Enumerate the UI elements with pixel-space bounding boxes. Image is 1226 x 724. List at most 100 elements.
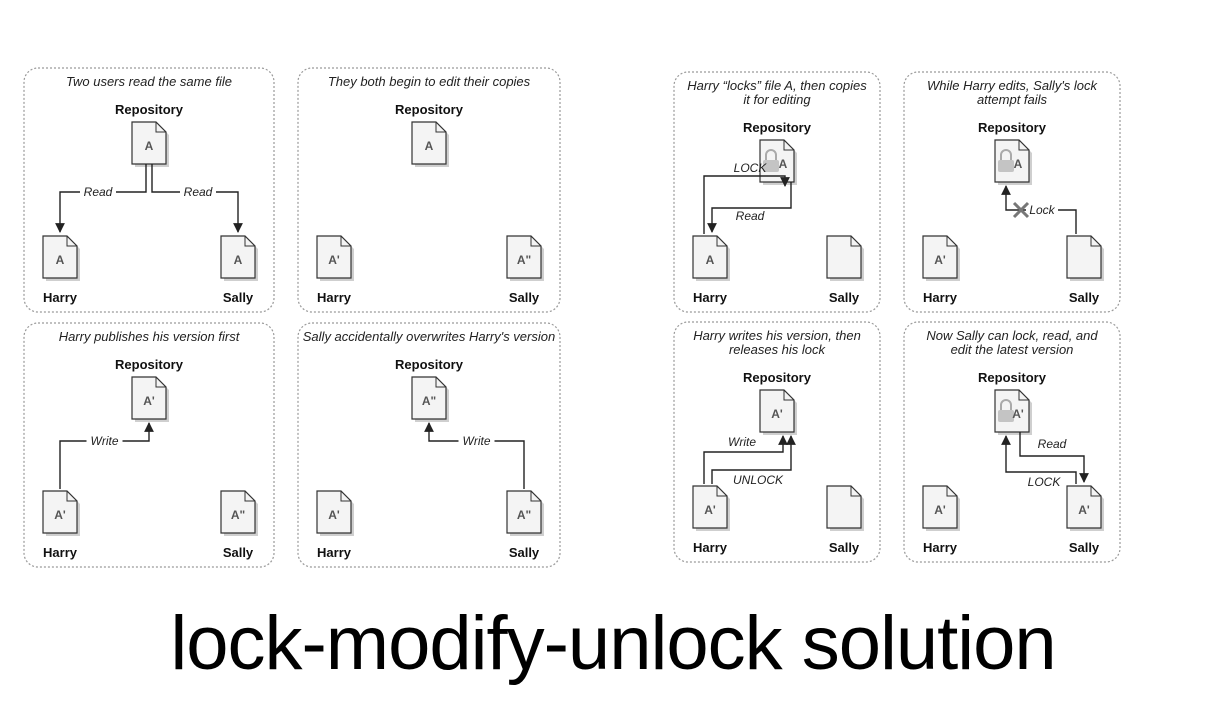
panel-caption: attempt fails <box>977 92 1048 107</box>
arrow-label: UNLOCK <box>733 473 784 487</box>
arrow-label: Write <box>91 434 119 448</box>
repository-document: A <box>994 139 1032 185</box>
panel-caption: Harry “locks” file A, then copies <box>687 78 867 93</box>
sally-label: Sally <box>829 540 860 555</box>
panel-caption: While Harry edits, Sally's lock <box>927 78 1099 93</box>
repository-label: Repository <box>743 370 812 385</box>
repository-label: Repository <box>743 120 812 135</box>
repository-label: Repository <box>395 102 464 117</box>
version-control-diagram: Two users read the same file Repository A A… <box>23 67 1121 568</box>
harry-document: A' <box>42 490 80 536</box>
sally-label: Sally <box>509 290 540 305</box>
repository-label: Repository <box>115 357 184 372</box>
arrow-label: Read <box>736 209 765 223</box>
arrow-label: Write <box>728 435 756 449</box>
harry-document: A' <box>922 485 960 531</box>
arrow-label: LOCK <box>1028 475 1062 489</box>
sally-document: A' <box>1066 485 1104 531</box>
panel-2: They both begin to edit their copies Repo… <box>297 67 561 313</box>
document-version-label: A <box>56 253 65 267</box>
repository-label: Repository <box>978 120 1047 135</box>
harry-label: Harry <box>43 545 78 560</box>
document-version-label: A' <box>934 503 946 517</box>
padlock-icon <box>763 149 779 172</box>
harry-label: Harry <box>317 545 352 560</box>
document-icon <box>826 235 862 279</box>
arrow-label: LOCK <box>734 161 768 175</box>
panel-caption: Harry publishes his version first <box>59 329 241 344</box>
document-icon <box>1066 235 1102 279</box>
document-version-label: A' <box>771 407 783 421</box>
arrow-label: Lock <box>1029 203 1055 217</box>
repository-label: Repository <box>395 357 464 372</box>
sally-document: A" <box>220 490 258 536</box>
x-mark-icon <box>1012 201 1030 219</box>
sally-label: Sally <box>1069 290 1100 305</box>
panel-caption: edit the latest version <box>951 342 1074 357</box>
panel-caption: Now Sally can lock, read, and <box>926 328 1098 343</box>
padlock-icon <box>998 399 1014 422</box>
panel-4: Sally accidentally overwrites Harry's ve… <box>297 322 561 568</box>
harry-document: A' <box>316 490 354 536</box>
document-version-label: A <box>706 253 715 267</box>
harry-label: Harry <box>923 290 958 305</box>
repository-document: A' <box>131 376 169 422</box>
document-version-label: A <box>1014 157 1023 171</box>
document-version-label: A <box>234 253 243 267</box>
document-version-label: A' <box>143 394 155 408</box>
sally-label: Sally <box>223 545 254 560</box>
arrow-label: Read <box>84 185 113 199</box>
sally-label: Sally <box>223 290 254 305</box>
document-version-label: A' <box>1078 503 1090 517</box>
sally-document: A" <box>506 235 544 281</box>
document-version-label: A <box>145 139 154 153</box>
document-version-label: A" <box>517 253 531 267</box>
sally-label: Sally <box>1069 540 1100 555</box>
sally-label: Sally <box>829 290 860 305</box>
repository-document: A" <box>411 376 449 422</box>
harry-label: Harry <box>317 290 352 305</box>
harry-document: A <box>692 235 730 281</box>
repository-document: A <box>759 139 797 185</box>
harry-document: A' <box>922 235 960 281</box>
document-version-label: A' <box>328 508 340 522</box>
document-version-label: A <box>425 139 434 153</box>
document-icon <box>826 485 862 529</box>
repository-label: Repository <box>978 370 1047 385</box>
panel-caption: Harry writes his version, then <box>693 328 861 343</box>
harry-document: A' <box>316 235 354 281</box>
panel-3: Harry publishes his version first Reposit… <box>23 322 275 568</box>
slide-title: lock-modify-unlock solution <box>170 601 1056 686</box>
panel-caption: Two users read the same file <box>66 74 232 89</box>
panel-caption: Sally accidentally overwrites Harry's ve… <box>303 329 555 344</box>
harry-label: Harry <box>693 290 728 305</box>
repository-label: Repository <box>115 102 184 117</box>
harry-document: A <box>42 235 80 281</box>
panel-caption: releases his lock <box>729 342 827 357</box>
document-version-label: A" <box>231 508 245 522</box>
repository-document: A <box>411 121 449 167</box>
sally-label: Sally <box>509 545 540 560</box>
sally-document <box>826 485 864 531</box>
document-version-label: A' <box>934 253 946 267</box>
harry-label: Harry <box>693 540 728 555</box>
panel-caption: They both begin to edit their copies <box>328 74 531 89</box>
document-version-label: A" <box>517 508 531 522</box>
sally-document <box>826 235 864 281</box>
document-version-label: A' <box>704 503 716 517</box>
padlock-icon <box>998 149 1014 172</box>
arrow-label: Read <box>1038 437 1067 451</box>
repository-document: A' <box>759 389 797 435</box>
repository-document: A' <box>994 389 1032 435</box>
harry-document: A' <box>692 485 730 531</box>
harry-label: Harry <box>43 290 78 305</box>
document-version-label: A" <box>422 394 436 408</box>
document-version-label: A' <box>1012 407 1024 421</box>
document-version-label: A <box>779 157 788 171</box>
arrow-label: Write <box>463 434 491 448</box>
sally-document: A <box>220 235 258 281</box>
